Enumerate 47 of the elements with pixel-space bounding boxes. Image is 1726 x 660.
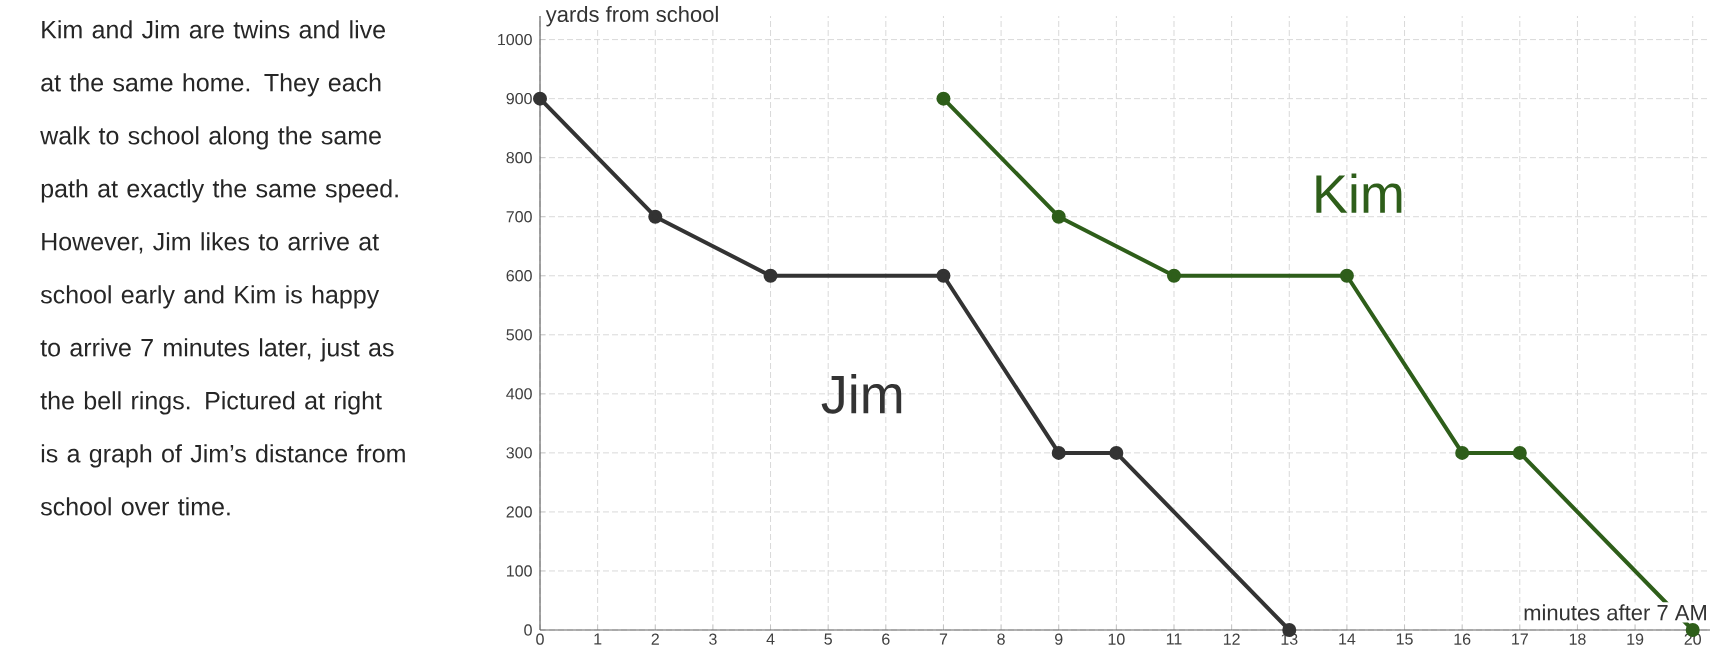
point	[1455, 445, 1470, 460]
y-tick-label: 100	[507, 565, 532, 577]
point	[1166, 268, 1181, 283]
x-tick-label: 8	[997, 633, 1005, 645]
y-tick-label: 900	[506, 92, 532, 105]
y-tick-label: 400	[506, 388, 532, 400]
y-tick-label: 700	[506, 211, 532, 223]
y-tick-label: 500	[506, 329, 532, 341]
text: Kim and Jim are twins and live at the same home. They each walk to school along the same path at exactly the same speed. However, Jim likes to arrive at school early and Kim is happy to arrive 7 minutes later, just as the bell rings. Pictured at right is a graph of Jim’s distance from school over time.	[40, 20, 405, 516]
series-label: Jim	[821, 374, 902, 414]
point	[1109, 445, 1124, 460]
series-label: Kim	[1316, 173, 1402, 213]
x-tick-label: 14	[1339, 633, 1356, 645]
y-axis-title: yards from school	[545, 5, 718, 27]
x-tick-label: 9	[1055, 633, 1063, 645]
x-tick-label: 10	[1108, 633, 1125, 645]
x-tick-label: 5	[824, 633, 832, 645]
point	[1339, 268, 1354, 283]
point	[936, 268, 951, 283]
x-tick-label: 15	[1396, 633, 1413, 645]
x-tick-label: 18	[1569, 633, 1586, 645]
point	[533, 91, 548, 106]
y-tick-label: 800	[506, 152, 532, 164]
x-tick-label: 3	[709, 633, 717, 645]
y-tick-label: 200	[506, 506, 532, 518]
point	[1051, 445, 1066, 460]
x-tick-label: 11	[1166, 633, 1182, 645]
x-tick-label: 19	[1627, 633, 1644, 645]
x-tick-label: 4	[766, 633, 775, 645]
y-tick-label: 600	[506, 270, 532, 282]
x-tick-label: 6	[882, 633, 890, 645]
x-tick-label: 17	[1512, 633, 1528, 645]
y-tick-label: 1000	[498, 33, 532, 46]
x-axis-title: minutes after 7 AM	[1524, 604, 1706, 621]
point	[1051, 209, 1066, 224]
x-tick-label: 7	[939, 633, 948, 645]
y-tick-label: 300	[506, 447, 532, 459]
point	[763, 268, 778, 283]
y-tick-label: 0	[524, 624, 532, 636]
x-tick-label: 1	[594, 633, 602, 645]
x-tick-label: 16	[1454, 633, 1471, 645]
x-tick-label: 0	[536, 633, 544, 645]
point	[648, 209, 663, 224]
point	[936, 91, 951, 106]
x-tick-label: 12	[1223, 633, 1240, 645]
point	[1512, 445, 1527, 460]
x-tick-label: 2	[651, 633, 659, 645]
